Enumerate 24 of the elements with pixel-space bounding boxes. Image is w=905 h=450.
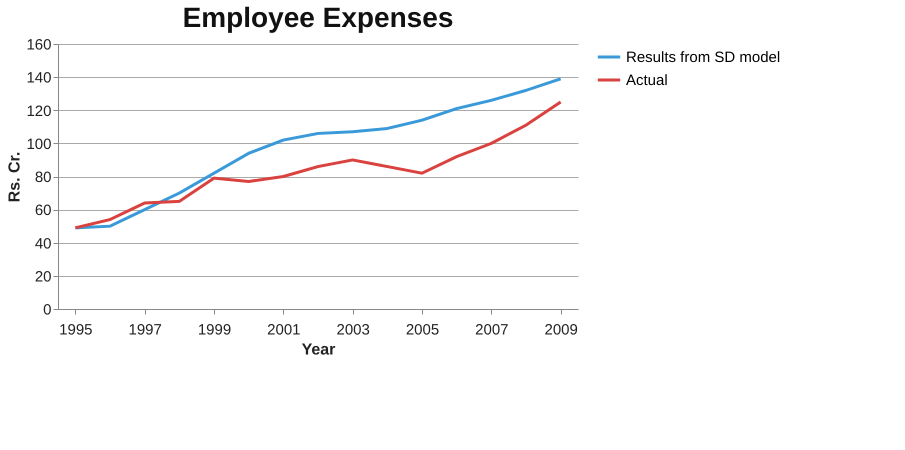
line-series (74, 100, 562, 230)
x-tick-label: 2005 (406, 322, 440, 338)
legend-label: Actual (626, 72, 668, 89)
y-axis-title: Rs. Cr. (6, 152, 24, 202)
x-tick-label: 2001 (267, 322, 301, 338)
x-tick-label: 1997 (128, 322, 162, 338)
x-tick-label: 1995 (59, 322, 93, 338)
y-tick-label: 140 (26, 70, 52, 87)
legend-label: Results from SD model (626, 49, 780, 66)
x-axis-title: Year (302, 342, 336, 358)
y-tick-label: 0 (43, 302, 52, 318)
y-tick-label: 20 (34, 268, 52, 286)
y-tick-label: 60 (34, 202, 52, 220)
x-tick-label: 1999 (198, 322, 232, 338)
chart-title: Employee Expenses (182, 2, 454, 33)
y-tick-label: 80 (34, 169, 52, 186)
x-tick-label: 2003 (336, 322, 370, 338)
y-tick-label: 160 (26, 36, 52, 54)
x-tick-label: 2009 (544, 322, 578, 338)
line-series (74, 77, 562, 230)
x-tick-label: 2007 (475, 322, 509, 338)
y-tick-label: 40 (34, 235, 52, 252)
y-tick-label: 120 (26, 102, 52, 120)
y-tick-label: 100 (26, 136, 52, 153)
